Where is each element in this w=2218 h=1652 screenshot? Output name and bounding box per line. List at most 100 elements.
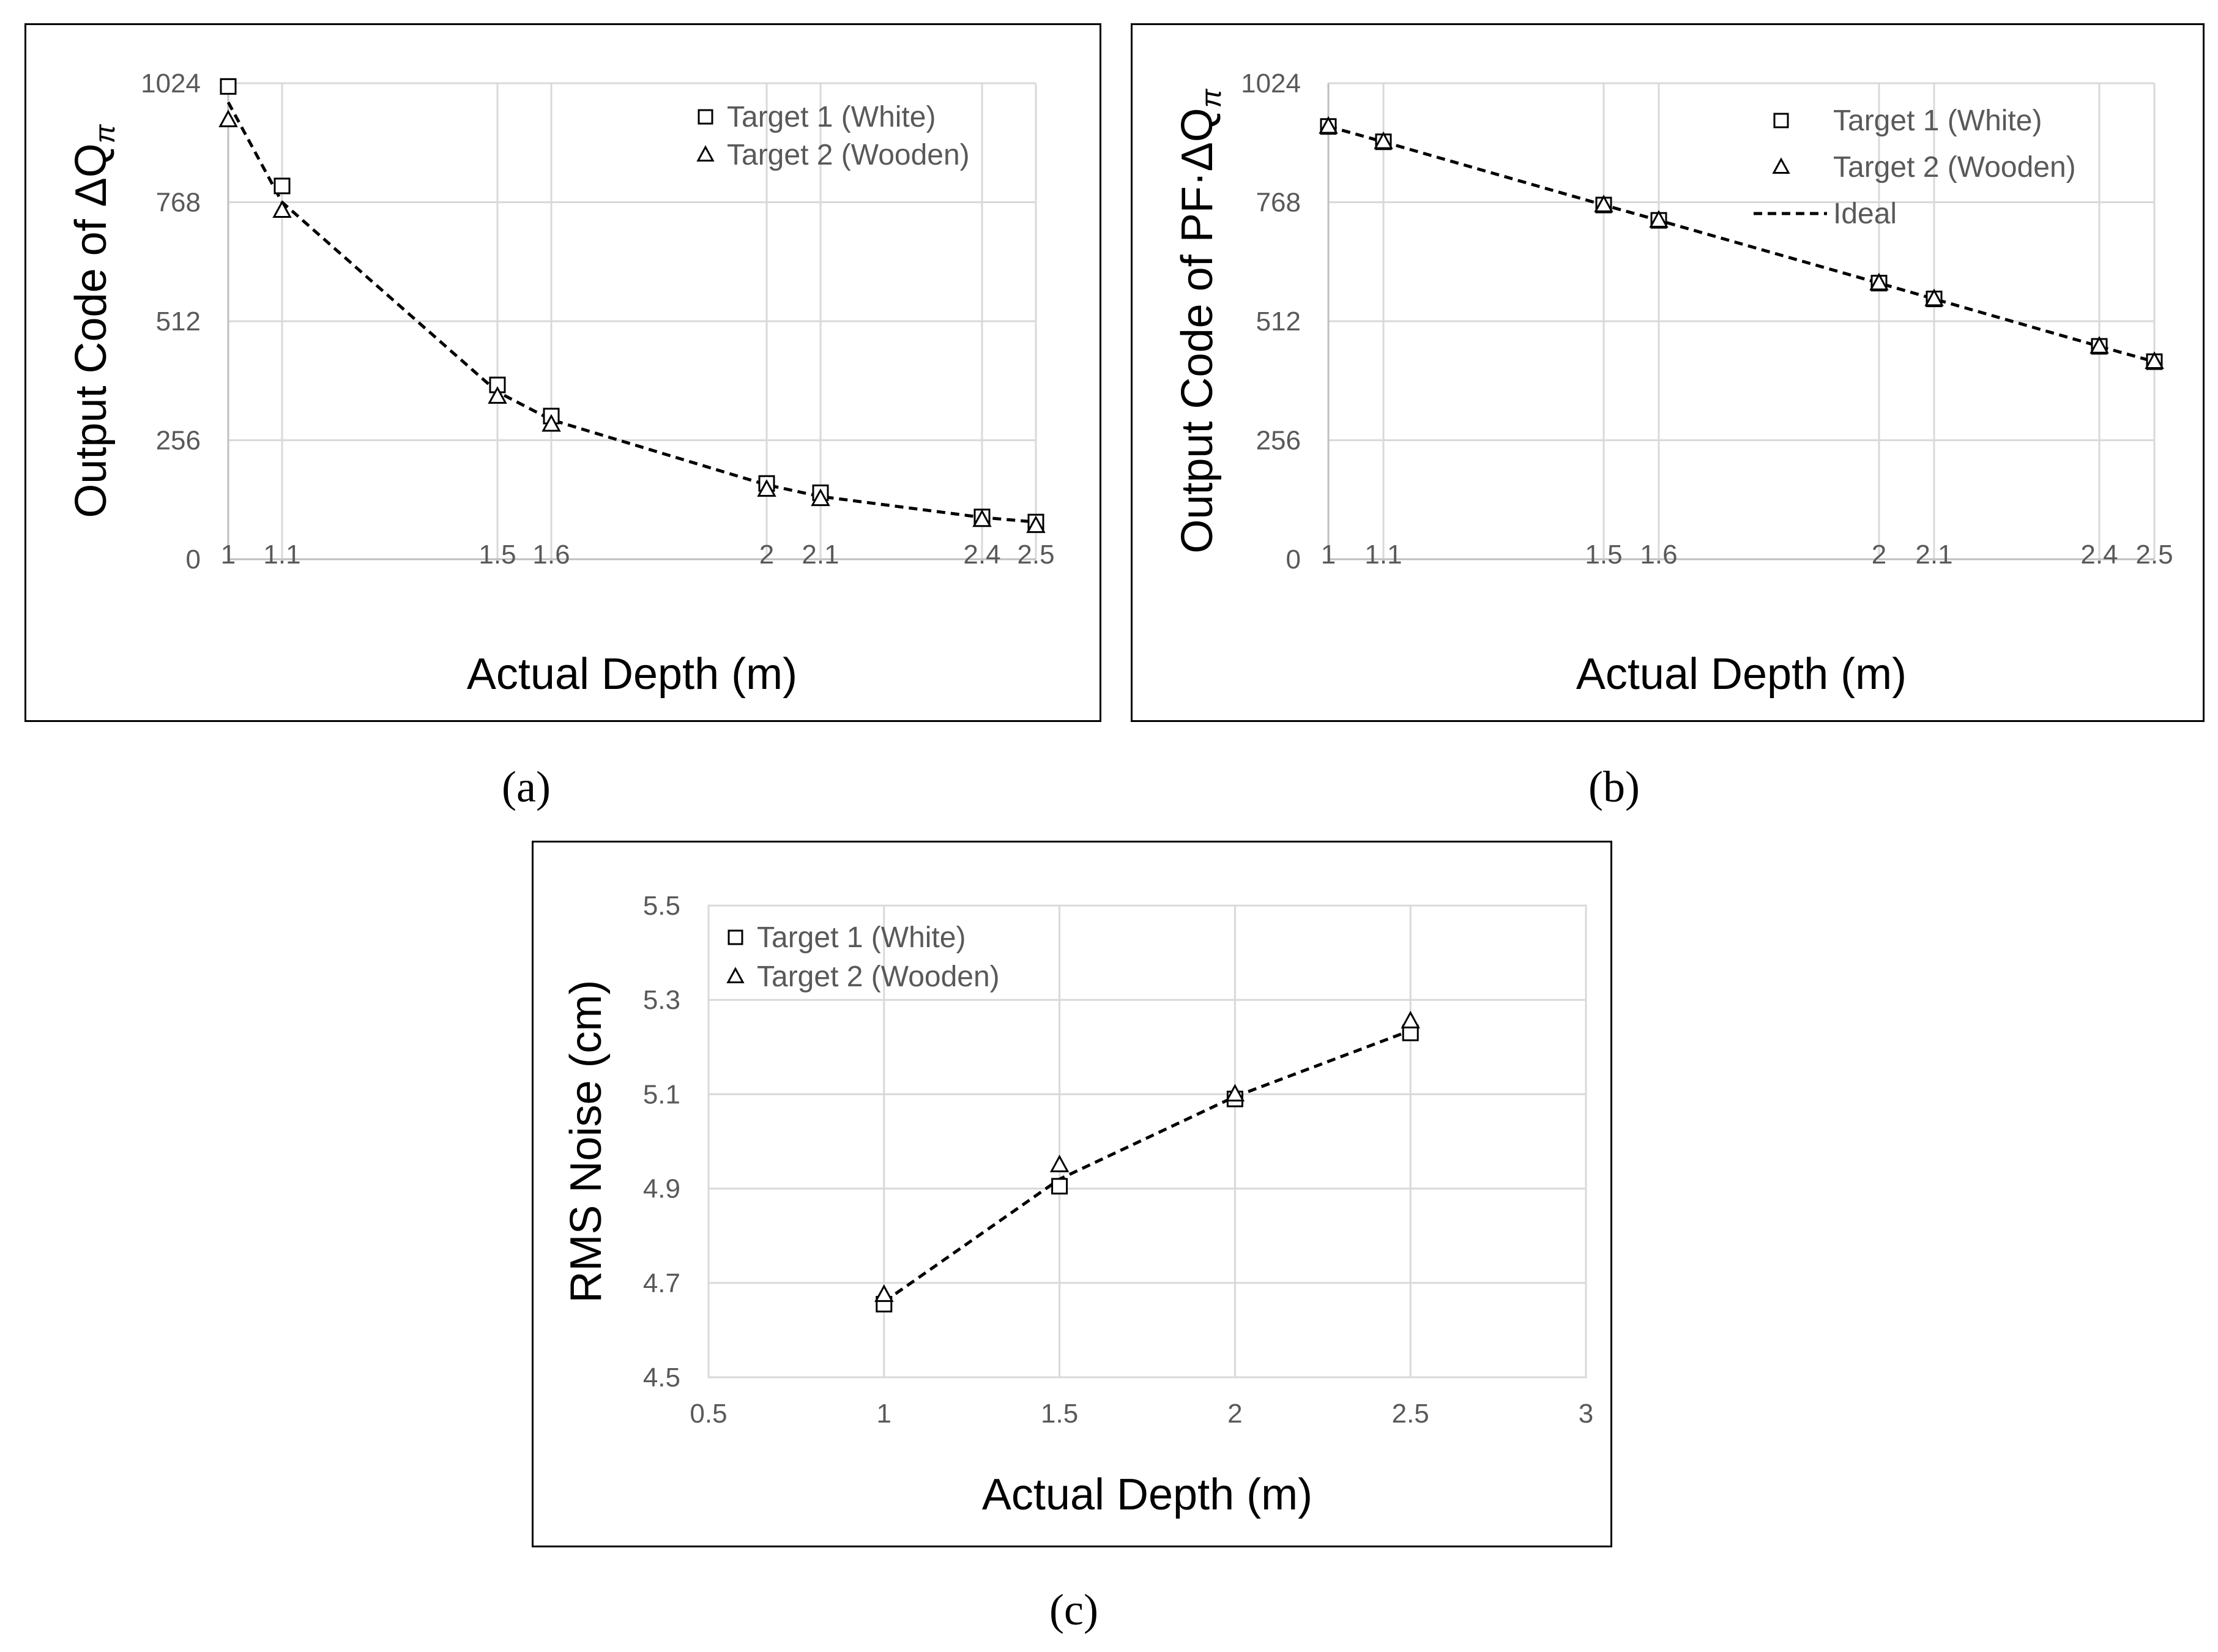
dashed-line: [226, 101, 1036, 524]
series-2: [226, 101, 1036, 524]
x-tick-label: 2: [1227, 1399, 1242, 1429]
y-axis-title-text: RMS Noise (cm): [562, 980, 611, 1303]
legend-marker-square: [728, 929, 743, 945]
y-tick-label: 256: [156, 426, 201, 456]
data-point-triangle: [874, 1284, 894, 1302]
y-axis-title-subscript: π: [1195, 88, 1227, 108]
y-axis-title-text: Output Code of ΔQ: [67, 143, 116, 518]
x-tick-label: 1.5: [1585, 540, 1622, 570]
y-tick-label: 5.5: [643, 891, 680, 921]
y-axis-title: RMS Noise (cm): [562, 980, 611, 1303]
x-tick-label: 1.1: [1364, 540, 1402, 570]
chart-panel-b: 0 256 512 768 1024 1 1.1 1.5 1.6 2 2.1 2.4 2.5 Actual…: [1131, 23, 2205, 722]
y-tick-label: 5.1: [643, 1079, 680, 1109]
data-point-triangle: [1869, 272, 1889, 291]
plot-area-border: [707, 904, 1587, 1379]
y-tick-label: 4.5: [643, 1363, 680, 1393]
y-tick-label: 4.7: [643, 1268, 680, 1298]
y-tick-label: 4.9: [643, 1174, 680, 1204]
data-point-triangle: [811, 488, 830, 507]
x-tick-label: 1.6: [532, 540, 570, 570]
dashed-line: [1328, 125, 2155, 363]
x-axis-title: Actual Depth (m): [982, 1470, 1312, 1519]
caption-c: (c): [1049, 1585, 1098, 1634]
y-tick-label: 768: [156, 188, 201, 218]
y-axis-title-text: Output Code of PF·ΔQ: [1173, 108, 1222, 553]
legend-marker-triangle: [726, 967, 745, 983]
data-point-triangle: [272, 200, 292, 218]
x-tick-label: 3: [1579, 1399, 1593, 1429]
legend-label: Target 1 (White): [727, 101, 936, 133]
x-tick-label: 2.1: [1915, 540, 1952, 570]
y-axis-title: Output Code of ΔQπ: [67, 124, 121, 518]
legend-label: Target 1 (White): [1833, 105, 2042, 137]
data-point-triangle: [1401, 1010, 1420, 1029]
chart-b-svg: 0 256 512 768 1024 1 1.1 1.5 1.6 2 2.1 2.4 2.5 Actual…: [1173, 69, 2173, 699]
y-tick-label: 0: [1286, 545, 1301, 575]
series-2: [1328, 125, 2155, 363]
data-point-triangle: [1225, 1084, 1245, 1102]
x-tick-label: 2: [759, 540, 774, 570]
legend-marker-triangle: [696, 145, 715, 162]
x-tick-label: 2.5: [2135, 540, 2173, 570]
y-tick-label: 512: [156, 307, 201, 337]
y-tick-label: 5.3: [643, 985, 680, 1015]
data-point-triangle: [1049, 1155, 1070, 1172]
x-tick-label: 1.6: [1640, 540, 1677, 570]
data-point-triangle: [488, 386, 507, 404]
data-point-triangle: [1026, 515, 1046, 534]
data-point-triangle: [541, 414, 561, 432]
x-axis-title: Actual Depth (m): [1576, 650, 1907, 699]
caption-b: (b): [1588, 762, 1640, 811]
x-tick-label: 1.1: [263, 540, 300, 570]
x-tick-label: 2.4: [963, 540, 1000, 570]
data-point-square: [220, 78, 237, 95]
y-tick-label: 256: [1256, 426, 1301, 456]
x-tick-label: 2.5: [1017, 540, 1054, 570]
data-point-triangle: [972, 509, 992, 527]
chart-panel-c: 4.5 4.7 4.9 5.1 5.3 5.5 0.5 1 1.5 2 2.5 3 Actual Dep…: [532, 841, 1612, 1547]
y-axis-title-subscript: π: [89, 124, 121, 143]
legend: Target 1 (White) Target 2 (Wooden): [696, 101, 970, 171]
x-axis-title: Actual Depth (m): [467, 650, 797, 699]
legend-label: Target 1 (White): [757, 921, 966, 954]
x-tick-label: 1: [1321, 540, 1336, 570]
markers-1: [874, 1010, 1420, 1302]
legend-label: Target 2 (Wooden): [1833, 151, 2076, 184]
legend: Target 1 (White) Target 2 (Wooden): [726, 921, 1000, 993]
x-tick-label: 1: [877, 1399, 891, 1429]
y-axis-title: Output Code of PF·ΔQπ: [1173, 88, 1227, 553]
x-tick-label: 2.1: [802, 540, 839, 570]
chart-a-svg: 0 256 512 768 1024 1 1.1 1.5 1.6 2 2.1 2.4 2.5 Actual…: [67, 69, 1055, 699]
data-point-square: [274, 177, 291, 195]
markers-0: [876, 1024, 1419, 1312]
markers-1: [218, 110, 1046, 534]
legend-label: Target 2 (Wooden): [727, 139, 970, 171]
y-tick-label: 1024: [1241, 69, 1301, 99]
legend: Target 1 (White) Target 2 (Wooden) Ideal: [1754, 105, 2076, 230]
gridlines: [1327, 82, 2156, 560]
x-tick-label: 2: [1872, 540, 1886, 570]
markers-1: [1319, 116, 2164, 369]
data-point-triangle: [1924, 288, 1944, 307]
data-point-triangle: [1374, 131, 1393, 149]
y-tick-label: 512: [1256, 307, 1301, 337]
x-tick-label: 2.4: [2080, 540, 2118, 570]
x-tick-label: 1: [221, 540, 236, 570]
legend-marker-square: [1773, 113, 1789, 128]
dashed-line: [883, 1029, 1412, 1303]
data-point-triangle: [2090, 336, 2109, 354]
data-point-square: [1051, 1178, 1068, 1195]
x-tick-label: 2.5: [1392, 1399, 1429, 1429]
series-2: [883, 1029, 1412, 1303]
data-point-triangle: [218, 110, 238, 127]
data-point-triangle: [1594, 195, 1613, 212]
x-tick-label: 0.5: [690, 1399, 727, 1429]
legend-marker-triangle: [1772, 157, 1790, 174]
legend-label: Target 2 (Wooden): [757, 961, 1000, 993]
chart-c-svg: 4.5 4.7 4.9 5.1 5.3 5.5 0.5 1 1.5 2 2.5 3 Actual Dep…: [562, 891, 1593, 1519]
y-tick-label: 768: [1256, 188, 1301, 218]
data-point-triangle: [1649, 210, 1669, 228]
x-tick-label: 1.5: [478, 540, 516, 570]
x-tick-label: 1.5: [1041, 1399, 1078, 1429]
